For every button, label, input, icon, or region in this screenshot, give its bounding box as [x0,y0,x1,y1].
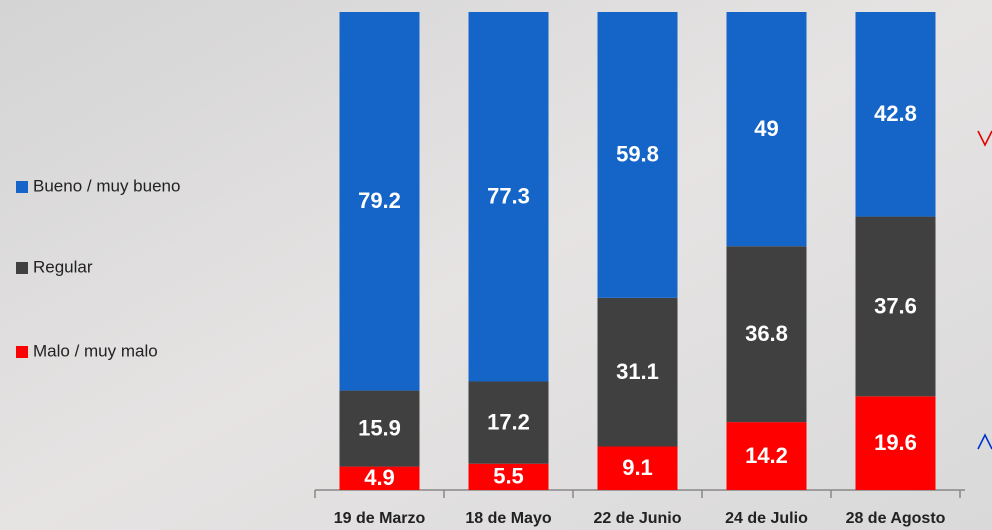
value-label: 19.6 [874,430,917,455]
value-label: 36.8 [745,321,788,346]
legend-label: Malo / muy malo [33,341,158,360]
x-tick-label: 18 de Mayo [465,510,551,527]
value-label: 9.1 [622,455,653,480]
value-label: 5.5 [493,464,524,489]
legend-swatch [16,181,28,193]
value-label: 14.2 [745,443,788,468]
value-label: 42.8 [874,101,917,126]
x-tick-label: 22 de Junio [593,510,681,527]
value-label: 79.2 [358,188,401,213]
x-tick-label: 24 de Julio [725,510,808,527]
legend-label: Regular [33,257,93,276]
x-tick-label: 28 de Agosto [846,510,946,527]
value-label: 31.1 [616,359,659,384]
value-label: 49 [754,116,778,141]
value-label: 15.9 [358,415,401,440]
page: {"chart_data": {"type": "stacked-bar", "… [0,0,992,530]
chart: Bueno / muy bueno Regular Malo / muy malo 4… [0,0,992,530]
value-label: 59.8 [616,142,659,167]
value-label: 77.3 [487,184,530,209]
legend-swatch [16,346,28,358]
x-tick-label: 19 de Marzo [334,510,426,527]
value-label: 4.9 [364,465,395,490]
legend-swatch [16,262,28,274]
value-label: 17.2 [487,409,530,434]
value-label: 37.6 [874,293,917,318]
legend-label: Bueno / muy bueno [33,176,180,195]
